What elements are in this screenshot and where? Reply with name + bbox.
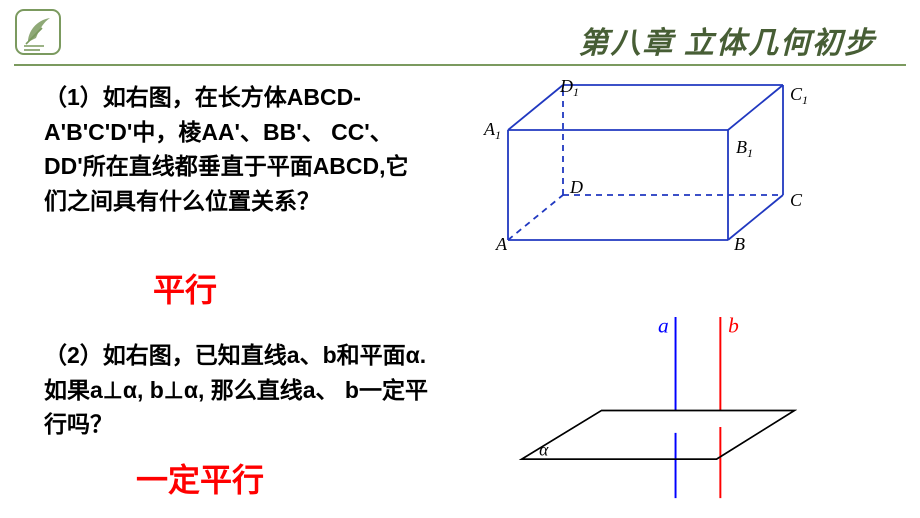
header-rule (14, 64, 906, 66)
svg-text:A1: A1 (483, 119, 501, 142)
cuboid-diagram: A B C D A1 B1 C1 D1 (458, 80, 838, 255)
svg-text:A: A (495, 234, 508, 254)
svg-text:B1: B1 (736, 137, 753, 160)
answer-2: 一定平行 (136, 455, 264, 501)
svg-text:D1: D1 (559, 80, 579, 99)
svg-text:a: a (658, 315, 669, 338)
page-root: 第八章 立体几何初步 （1）如右图，在长方体ABCD-A'B'C'D'中，棱AA… (0, 0, 920, 518)
chapter-title: 第八章 立体几何初步 (579, 18, 877, 62)
svg-text:B: B (734, 234, 745, 254)
content-area: （1）如右图，在长方体ABCD-A'B'C'D'中，棱AA'、BB'、 CC'、… (0, 80, 920, 518)
answer-1: 平行 (153, 265, 217, 311)
plane-lines-diagram: a b α (488, 315, 828, 505)
feather-icon (14, 8, 62, 56)
svg-text:α: α (539, 439, 549, 459)
question-2-text: （2）如右图，已知直线a、b和平面α.如果a⊥α, b⊥α, 那么直线a、 b一… (44, 338, 442, 442)
svg-text:D: D (569, 177, 583, 197)
svg-text:C1: C1 (790, 84, 808, 107)
svg-text:C: C (790, 190, 803, 210)
svg-text:b: b (728, 315, 739, 338)
page-header: 第八章 立体几何初步 (0, 6, 920, 66)
question-1-text: （1）如右图，在长方体ABCD-A'B'C'D'中，棱AA'、BB'、 CC'、… (44, 80, 424, 218)
